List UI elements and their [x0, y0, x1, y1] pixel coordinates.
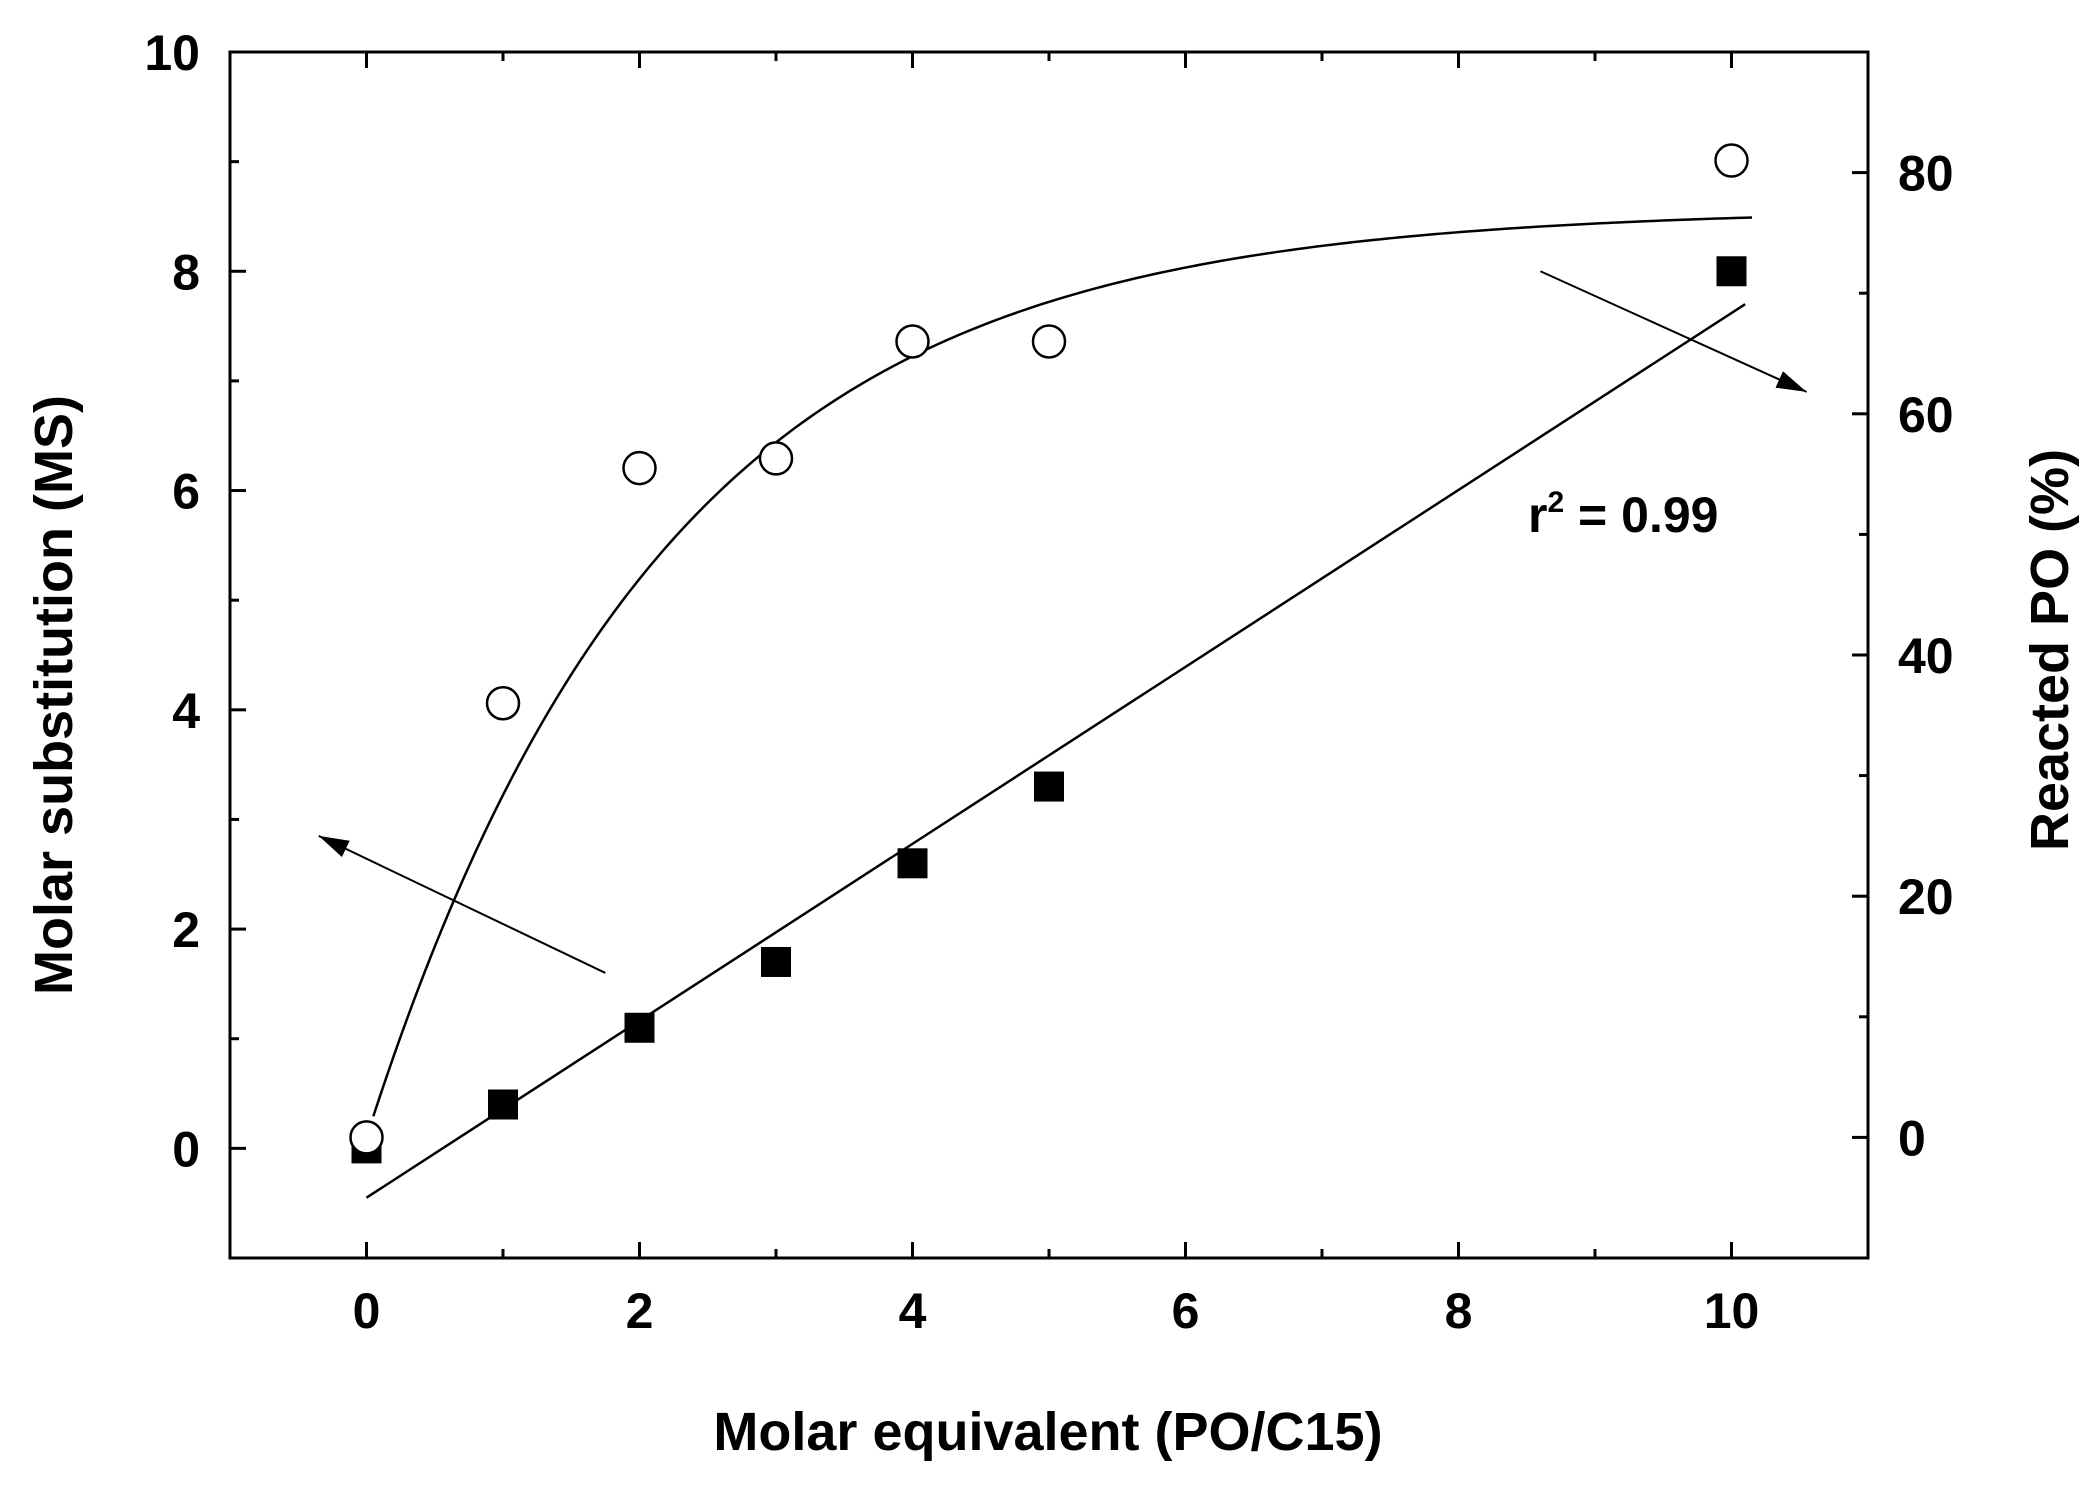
- left-y-tick-label: 0: [172, 1121, 200, 1177]
- plot-border: [228, 50, 1870, 1260]
- right-y-axis-title: Reacted PO (%): [2020, 449, 2080, 851]
- left-y-tick-label: 6: [172, 464, 200, 520]
- x-tick-label: 6: [1172, 1283, 1200, 1339]
- r-squared-value: = 0.99: [1564, 487, 1718, 543]
- ms-data-point: [761, 946, 791, 977]
- left-y-axis-title: Molar substitution (MS): [24, 395, 84, 995]
- right-y-tick-label: 40: [1898, 628, 1954, 684]
- po-data-point: [758, 441, 794, 476]
- x-tick-label: 4: [899, 1283, 927, 1339]
- po-data-point: [1714, 143, 1749, 178]
- left-y-axis-ticks: 0 2 4 6 8 10: [144, 25, 246, 1177]
- po-data-point: [1031, 324, 1067, 359]
- r-squared-superscript: 2: [1547, 486, 1564, 519]
- ms-linear-fit-line: [365, 303, 1746, 1199]
- plot-frame: [228, 50, 1870, 1260]
- po-data-point: [895, 324, 930, 359]
- fit-lines: [365, 216, 1753, 1199]
- po-exponential-fit-curve: [372, 216, 1753, 1117]
- left-y-tick-label: 10: [144, 25, 200, 81]
- arrow-head-1: [318, 835, 350, 857]
- ms-data-point: [1716, 256, 1747, 287]
- r-squared-annotation: r2 = 0.99: [1528, 486, 1718, 543]
- axis-arrows: [318, 270, 1807, 974]
- ms-data-point: [488, 1089, 518, 1120]
- x-tick-label: 0: [353, 1283, 381, 1339]
- x-axis-title: Molar equivalent (PO/C15): [713, 1402, 1382, 1462]
- arrow-shaft-2: [1539, 270, 1807, 393]
- ms-data-point: [624, 1012, 655, 1043]
- right-y-axis-ticks: 0 20 40 60 80: [1852, 146, 1954, 1166]
- left-y-tick-label: 2: [172, 902, 200, 958]
- arrow-head-2: [1775, 371, 1807, 392]
- left-y-tick-label: 8: [172, 244, 200, 300]
- po-data-point: [349, 1120, 384, 1155]
- x-tick-label: 2: [626, 1283, 654, 1339]
- right-y-tick-label: 0: [1898, 1110, 1926, 1166]
- ms-data-point: [897, 848, 928, 879]
- x-tick-label: 8: [1445, 1283, 1473, 1339]
- right-y-tick-label: 80: [1898, 146, 1954, 202]
- po-data-point: [622, 450, 657, 486]
- left-y-tick-label: 4: [172, 683, 200, 739]
- r-squared-symbol: r: [1528, 487, 1547, 543]
- arrow-shaft-1: [318, 834, 606, 974]
- right-y-tick-label: 20: [1898, 869, 1954, 925]
- data-points: [349, 143, 1749, 1164]
- ms-data-point: [1034, 771, 1064, 802]
- x-tick-label: 10: [1704, 1283, 1760, 1339]
- x-axis-ticks: 0 2 4 6 8 10: [353, 52, 1760, 1339]
- right-y-tick-label: 60: [1898, 387, 1954, 443]
- po-data-point: [485, 685, 521, 721]
